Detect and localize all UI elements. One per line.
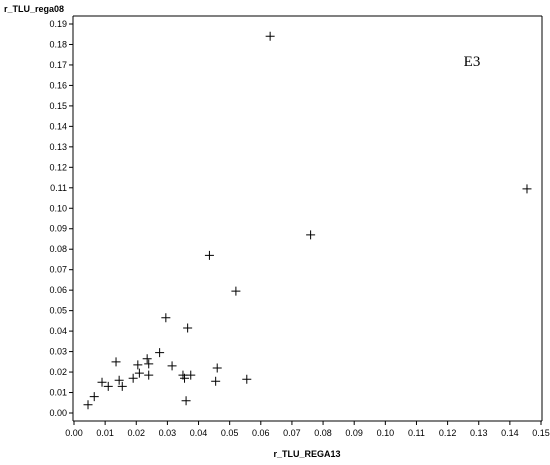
data-point: [306, 230, 316, 240]
y-tick-label: 0.07: [49, 265, 67, 275]
y-axis-ticks: 0.00 0.01 0.02 0.03 0.04 0.05 0.06 0.07 0.08 0.09…: [49, 19, 73, 418]
x-tick-label: 0.09: [345, 428, 363, 438]
data-point: [204, 250, 214, 260]
data-point: [83, 400, 93, 410]
data-point: [180, 373, 190, 383]
plot-axes: [72, 15, 543, 422]
data-point: [265, 31, 275, 41]
data-point: [134, 368, 144, 378]
x-tick-label: 0.13: [470, 428, 488, 438]
data-point: [212, 363, 222, 373]
y-tick-label: 0.05: [49, 306, 67, 316]
data-point: [133, 360, 143, 370]
x-axis-ticks: 0.00 0.01 0.02 0.03 0.04 0.05 0.06 0.07 0.08 0.09…: [65, 421, 550, 438]
y-tick-label: 0.15: [49, 101, 67, 111]
data-point: [231, 286, 241, 296]
data-points: [83, 31, 532, 410]
x-tick-label: 0.08: [314, 428, 332, 438]
x-tick-label: 0.07: [283, 428, 301, 438]
data-point: [183, 323, 193, 333]
x-tick-label: 0.11: [408, 428, 425, 438]
y-tick-label: 0.03: [49, 347, 67, 357]
x-tick-label: 0.00: [65, 428, 83, 438]
y-tick-label: 0.04: [49, 326, 67, 336]
x-tick-label: 0.14: [501, 428, 519, 438]
y-tick-label: 0.14: [49, 121, 67, 131]
data-point: [103, 381, 113, 391]
data-point: [128, 373, 138, 383]
y-tick-label: 0.13: [49, 142, 67, 152]
data-point: [242, 374, 252, 384]
y-tick-label: 0.06: [49, 285, 67, 295]
data-point: [89, 392, 99, 402]
x-tick-label: 0.05: [221, 428, 239, 438]
y-tick-label: 0.19: [49, 19, 67, 29]
x-tick-label: 0.02: [128, 428, 146, 438]
x-axis-label: r_TLU_REGA13: [273, 449, 340, 459]
x-tick-label: 0.10: [377, 428, 395, 438]
data-point: [144, 359, 154, 369]
y-axis-label: r_TLU_rega08: [4, 4, 64, 14]
data-point: [161, 313, 171, 323]
data-point: [144, 370, 154, 380]
x-tick-label: 0.01: [96, 428, 114, 438]
x-tick-label: 0.15: [532, 428, 550, 438]
y-tick-label: 0.12: [49, 162, 67, 172]
x-tick-label: 0.12: [439, 428, 457, 438]
y-tick-label: 0.11: [50, 183, 67, 193]
chart-annotation: E3: [464, 54, 481, 70]
data-point: [142, 354, 152, 364]
x-tick-label: 0.03: [159, 428, 177, 438]
y-tick-label: 0.00: [49, 408, 67, 418]
data-point: [97, 377, 107, 387]
y-tick-label: 0.08: [49, 244, 67, 254]
data-point: [211, 376, 221, 386]
data-point: [114, 375, 124, 385]
y-tick-label: 0.18: [49, 39, 67, 49]
y-tick-label: 0.02: [49, 367, 67, 377]
data-point: [117, 381, 127, 391]
y-tick-label: 0.17: [49, 60, 67, 70]
y-tick-label: 0.09: [49, 224, 67, 234]
x-tick-label: 0.04: [190, 428, 208, 438]
y-tick-label: 0.16: [49, 80, 67, 90]
x-tick-label: 0.06: [252, 428, 270, 438]
data-point: [155, 348, 165, 358]
data-point: [167, 361, 177, 371]
data-point: [111, 357, 121, 367]
y-tick-label: 0.10: [49, 203, 67, 213]
data-point: [186, 370, 196, 380]
data-point: [181, 396, 191, 406]
data-point: [522, 184, 532, 194]
y-tick-label: 0.01: [49, 388, 67, 398]
